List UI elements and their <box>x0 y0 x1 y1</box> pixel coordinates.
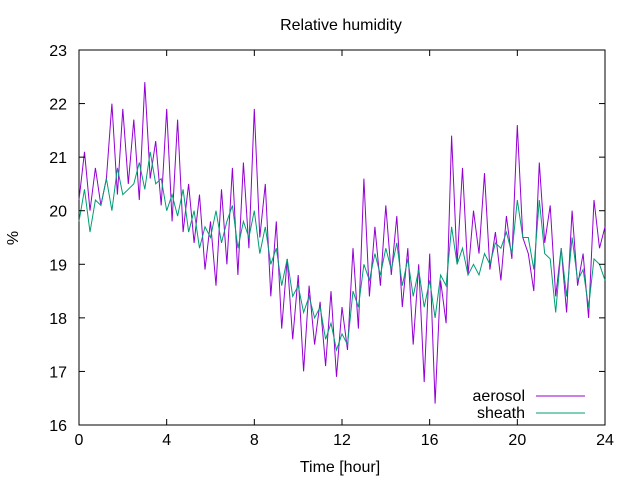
y-tick-label: 19 <box>49 257 67 274</box>
series-line-sheath <box>78 151 606 352</box>
x-tick-label: 4 <box>162 432 171 449</box>
y-tick-label: 16 <box>49 418 67 435</box>
y-tick-label: 20 <box>49 204 67 221</box>
x-tick-label: 0 <box>75 432 84 449</box>
y-tick-label: 23 <box>49 43 67 60</box>
chart-title: Relative humidity <box>280 17 402 34</box>
y-tick-label: 18 <box>49 311 67 328</box>
series-line-aerosol <box>78 82 606 404</box>
x-tick-label: 16 <box>421 432 439 449</box>
y-tick-label: 17 <box>49 364 67 381</box>
legend-label-aerosol: aerosol <box>473 388 525 405</box>
y-tick-label: 22 <box>49 97 67 114</box>
x-tick-label: 20 <box>508 432 526 449</box>
axes: 0 4 8 12 16 20 24 16 17 18 19 20 21 22 23 <box>49 43 614 449</box>
series-lines <box>78 82 606 404</box>
y-axis-label: % <box>5 231 22 245</box>
x-axis-label: Time [hour] <box>300 459 380 476</box>
x-tick-label: 24 <box>596 432 614 449</box>
y-tick-label: 21 <box>49 150 67 167</box>
x-tick-label: 12 <box>333 432 351 449</box>
legend-label-sheath: sheath <box>477 405 525 422</box>
x-tick-label: 8 <box>250 432 259 449</box>
